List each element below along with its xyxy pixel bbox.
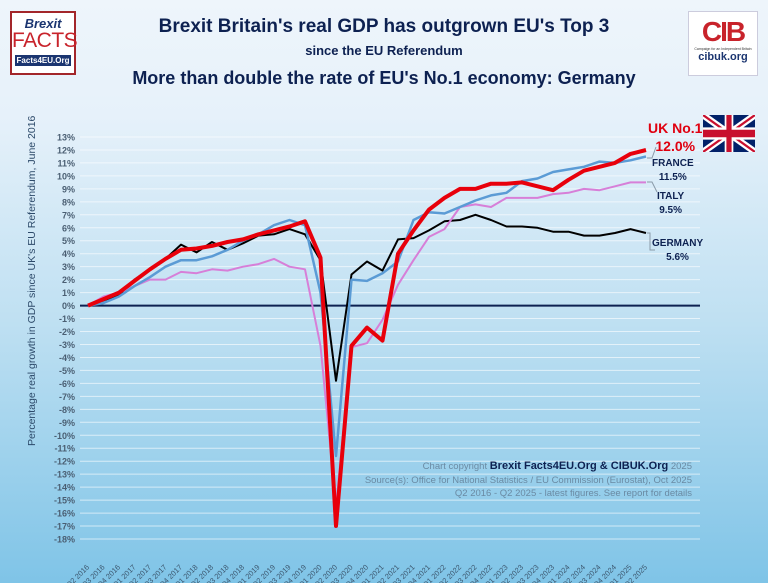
uk-value: 12.0% (655, 138, 696, 154)
chart-title: Brexit Britain's real GDP has outgrown E… (158, 16, 610, 37)
cib-logo: CIB Campaign for an Independent Britain … (688, 11, 758, 76)
y-tick-label: -13% (54, 470, 75, 480)
y-tick-label: -2% (59, 327, 75, 337)
logo-text-brexit: Brexit (24, 16, 62, 31)
france-leader-line (647, 146, 657, 159)
y-tick-label: 10% (57, 171, 75, 181)
cib-mark: CIB (701, 16, 746, 47)
cib-url: cibuk.org (698, 51, 748, 63)
germany-name: GERMANY (652, 238, 704, 249)
italy-end-label: ITALY 9.5% (657, 190, 684, 218)
y-tick-label: -11% (54, 444, 75, 454)
series-line-germany (87, 213, 647, 382)
y-tick-label: -15% (54, 496, 75, 506)
y-tick-label: -18% (54, 535, 75, 545)
copyright-owner: Brexit Facts4EU.Org & CIBUK.Org (489, 460, 669, 472)
union-jack-flag-icon (703, 115, 755, 152)
y-tick-label: 6% (62, 223, 75, 233)
series-line-italy (87, 181, 646, 508)
y-tick-label: -7% (59, 392, 75, 402)
y-tick-label: 5% (62, 236, 75, 246)
source-line: Source(s): Office for National Statistic… (364, 475, 692, 486)
y-tick-label: -17% (54, 522, 75, 532)
copyright-prefix: Chart copyright (422, 461, 488, 472)
copyright-year: 2025 (670, 461, 692, 472)
germany-value: 5.6% (666, 252, 689, 263)
y-tick-label: 0% (62, 301, 75, 311)
leader-lines (647, 146, 658, 251)
chart-subtitle-2: More than double the rate of EU's No.1 e… (132, 68, 636, 88)
period-note: Q2 2016 - Q2 2025 - latest figures. See … (454, 488, 692, 499)
italy-leader-line (647, 181, 658, 193)
y-tick-label: -16% (54, 509, 75, 519)
logo-url: Facts4EU.Org (15, 55, 71, 66)
france-value: 11.5% (658, 172, 687, 183)
y-tick-label: 13% (57, 133, 75, 143)
italy-value: 9.5% (659, 205, 683, 216)
copyright-line: Chart copyright Brexit Facts4EU.Org & CI… (423, 460, 692, 472)
cib-tagline: Campaign for an Independent Britain (694, 47, 752, 51)
y-tick-label: 11% (57, 158, 75, 168)
italy-name: ITALY (657, 191, 685, 202)
series-line-uk (87, 148, 647, 528)
y-tick-label: 12% (57, 145, 75, 155)
y-tick-label: -12% (54, 457, 75, 467)
series-line-france (87, 155, 647, 458)
germany-end-label: GERMANY 5.6% (652, 237, 703, 265)
y-tick-label: -6% (59, 379, 75, 389)
y-tick-label: 2% (62, 275, 75, 285)
y-tick-label: 3% (62, 262, 75, 272)
y-tick-label: -4% (59, 353, 75, 363)
y-tick-label: -10% (54, 431, 75, 441)
y-tick-label: -9% (59, 418, 75, 428)
y-tick-label: 4% (62, 249, 75, 259)
germany-leader-line (647, 232, 655, 251)
uk-end-label: UK No.1 12.0% (648, 119, 702, 155)
y-tick-label: 8% (62, 197, 75, 207)
chart-subtitle: since the EU Referendum (305, 43, 463, 58)
y-tick-label: -5% (59, 366, 75, 376)
y-tick-label: -14% (54, 483, 75, 493)
y-tick-label: -1% (59, 314, 75, 324)
y-tick-label: 1% (62, 288, 75, 298)
y-tick-label: 7% (62, 210, 75, 220)
y-tick-label: 9% (62, 184, 75, 194)
y-tick-label: -8% (59, 405, 75, 415)
brexit-facts-logo: Brexit FACTS Facts4EU.Org (10, 11, 78, 75)
y-tick-label: -3% (59, 340, 75, 350)
uk-name: UK No.1 (648, 120, 703, 136)
france-name: FRANCE (652, 158, 694, 169)
logo-text-facts: FACTS (12, 29, 78, 52)
france-end-label: FRANCE 11.5% (652, 157, 694, 185)
